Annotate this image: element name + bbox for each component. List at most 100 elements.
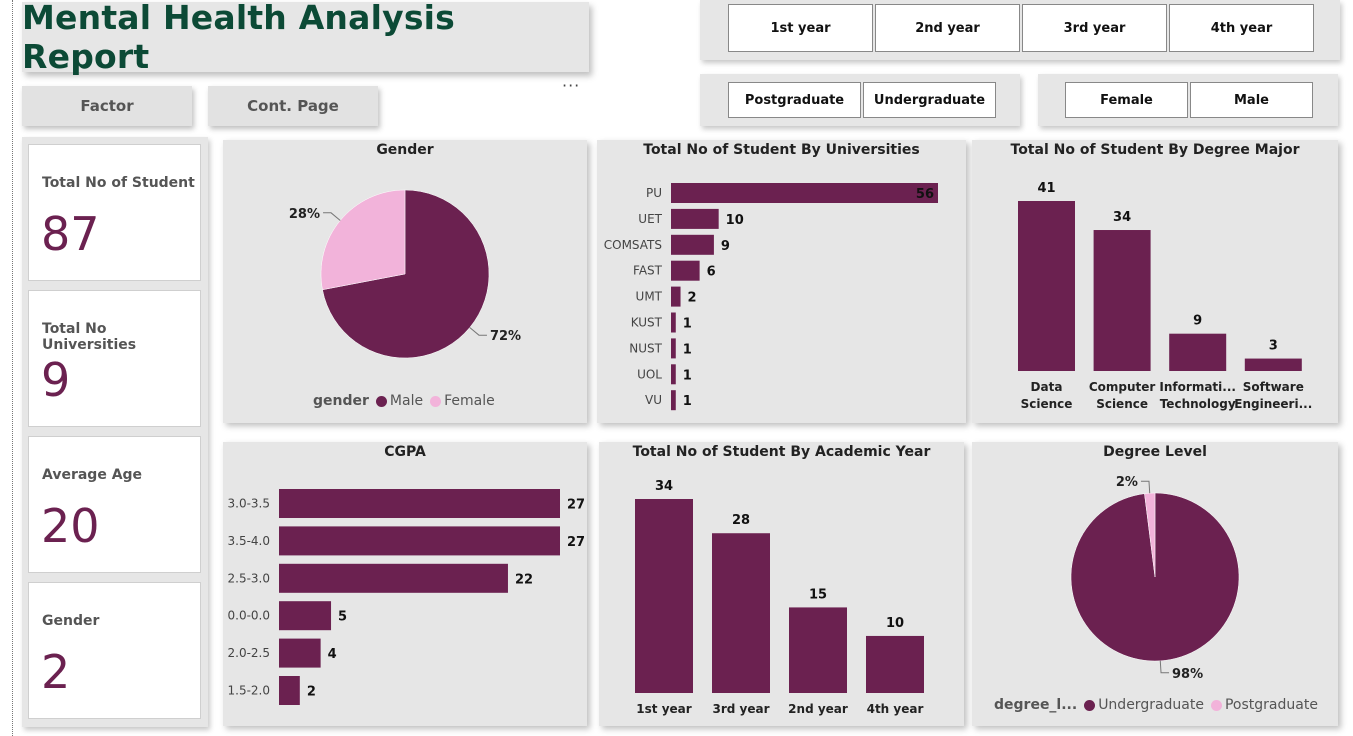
- category-tick-label: Science: [1021, 397, 1073, 411]
- category-tick-label: Computer: [1089, 380, 1156, 394]
- chart-title: Total No of Student By Degree Major: [1010, 142, 1300, 158]
- legend-item-female: Female: [444, 393, 495, 409]
- degree-slicer-panel: Postgraduate Undergraduate: [700, 74, 1020, 126]
- pie-slice-postgraduate: [1144, 492, 1156, 578]
- bar-data-label: 34: [1113, 210, 1131, 225]
- category-tick-label: 3.0-3.5: [228, 497, 271, 511]
- kpi-label: Gender: [42, 613, 100, 629]
- legend-item-postgraduate: Postgraduate: [1224, 697, 1318, 713]
- bar-data-label: 9: [721, 239, 730, 254]
- cont-page-button[interactable]: Cont. Page: [208, 86, 378, 126]
- category-tick-label: 1.5-2.0: [228, 684, 271, 698]
- bar: [1169, 333, 1227, 371]
- category-tick-label: Software: [1243, 380, 1304, 394]
- bar-data-label: 41: [1037, 181, 1055, 196]
- legend-item-male: Male: [389, 393, 424, 409]
- pie-data-label: 72%: [490, 329, 521, 344]
- category-tick-label: Technology: [1160, 397, 1236, 411]
- bar: [279, 489, 560, 518]
- gender-chart-panel: Gender 72% 28% gender Male Female: [223, 140, 587, 423]
- bar-data-label: 10: [886, 616, 904, 631]
- degree-level-pie-svg: 98% 2%: [1070, 475, 1240, 682]
- gender-slicer-male[interactable]: Male: [1190, 82, 1313, 118]
- category-tick-label: 4th year: [867, 702, 924, 716]
- category-tick-label: PU: [646, 186, 662, 200]
- bar-data-label: 27: [567, 498, 585, 513]
- legend-dot-postgraduate: [1210, 699, 1222, 711]
- pie-leader-line: [1140, 480, 1151, 494]
- bar: [712, 533, 770, 693]
- kpi-card-total-universities: Total No Universities 9: [28, 290, 201, 427]
- kpi-card-total-students: Total No of Student 87: [28, 144, 201, 281]
- degree-level-legend: degree_l... Undergraduate Postgraduate: [994, 697, 1318, 713]
- bar-data-label: 1: [683, 342, 692, 357]
- year-slicer-3rd[interactable]: 3rd year: [1022, 4, 1167, 52]
- legend-dot-female: [430, 395, 442, 407]
- academic-year-chart-panel: Total No of Student By Academic Year 34 1…: [599, 442, 964, 726]
- degree-major-chart-panel: Total No of Student By Degree Major 41 Da…: [972, 140, 1338, 423]
- bar: [671, 234, 714, 255]
- chart-title: Total No of Student By Academic Year: [632, 444, 931, 460]
- bar: [671, 183, 938, 203]
- title-banner: Mental Health Analysis Report: [22, 0, 589, 76]
- legend-item-undergraduate: Undergraduate: [1098, 697, 1204, 713]
- kpi-value: 9: [41, 353, 71, 407]
- category-tick-label: 3rd year: [712, 702, 769, 716]
- degree-major-bar-svg: 41 Data Science 34 Computer Science 9 Informati…: [1018, 181, 1312, 411]
- category-tick-label: UOL: [637, 367, 662, 381]
- category-tick-label: 2.5-3.0: [228, 571, 271, 585]
- kpi-label: Total No of Student: [42, 175, 195, 191]
- year-slicer-4th[interactable]: 4th year: [1169, 4, 1314, 52]
- category-tick-label: 0.0-0.0: [228, 609, 271, 623]
- pie-data-label: 28%: [289, 207, 320, 222]
- bar-data-label: 22: [515, 572, 533, 587]
- bar: [279, 526, 560, 556]
- bar-data-label: 3: [1269, 339, 1278, 354]
- category-tick-label: VU: [645, 393, 662, 407]
- pie-data-label: 2%: [1116, 475, 1138, 490]
- bar-data-label: 34: [655, 479, 673, 494]
- degree-slicer-undergraduate[interactable]: Undergraduate: [863, 82, 996, 118]
- gender-pie-svg: 72% 28%: [289, 189, 521, 359]
- pie-slice-female: [320, 189, 406, 291]
- bar: [1093, 230, 1151, 371]
- degree-level-chart-panel: Degree Level 98% 2% degree_l... Undergrad…: [972, 442, 1338, 726]
- bar-data-label: 5: [338, 610, 347, 625]
- kpi-value: 20: [41, 499, 100, 553]
- bar-data-label: 1: [683, 394, 692, 409]
- category-tick-label: 2.0-2.5: [228, 646, 271, 660]
- degree-slicer-postgraduate[interactable]: Postgraduate: [728, 82, 861, 118]
- academic-year-bar-svg: 34 1st year 28 3rd year 15 2nd year 10 4th year: [635, 479, 924, 716]
- category-tick-label: Science: [1096, 397, 1148, 411]
- category-tick-label: COMSATS: [604, 238, 662, 252]
- category-tick-label: KUST: [631, 316, 663, 330]
- kpi-label: Total No Universities: [42, 321, 137, 353]
- bar-data-label: 1: [683, 368, 692, 383]
- factor-button[interactable]: Factor: [22, 86, 192, 126]
- bar: [1018, 201, 1075, 371]
- bar-data-label: 6: [707, 265, 716, 280]
- cgpa-chart-panel: CGPA 3.0-3.5 27 3.5-4.0 27 2.5-3.0 22 0.0-0.0 5…: [223, 442, 587, 726]
- pie-leader-line: [1159, 660, 1170, 674]
- pie-leader-line: [323, 212, 341, 221]
- kpi-label: Average Age: [42, 467, 143, 483]
- chart-title: CGPA: [384, 444, 426, 460]
- bar: [671, 390, 676, 411]
- chart-title: Total No of Student By Universities: [643, 142, 920, 158]
- pie-leader-line: [469, 327, 487, 336]
- more-options-icon[interactable]: ···: [562, 76, 581, 95]
- bar-data-label: 15: [809, 587, 827, 602]
- bar: [279, 563, 508, 593]
- universities-bar-svg: PU 56 UET 10 COMSATS 9 FAST 6 UMT 2 KUST 1 NUST 1 UOL 1…: [604, 183, 938, 411]
- gender-slicer-female[interactable]: Female: [1065, 82, 1188, 118]
- bar-data-label: 28: [732, 513, 750, 528]
- gender-slicer-panel: Female Male: [1038, 74, 1338, 126]
- year-slicer-1st[interactable]: 1st year: [728, 4, 873, 52]
- bar: [671, 208, 719, 229]
- year-slicer-2nd[interactable]: 2nd year: [875, 4, 1020, 52]
- bar-data-label: 27: [567, 535, 585, 550]
- bar: [671, 364, 676, 385]
- legend-dot-undergraduate: [1084, 699, 1096, 711]
- bar: [671, 286, 681, 307]
- bar: [279, 638, 321, 668]
